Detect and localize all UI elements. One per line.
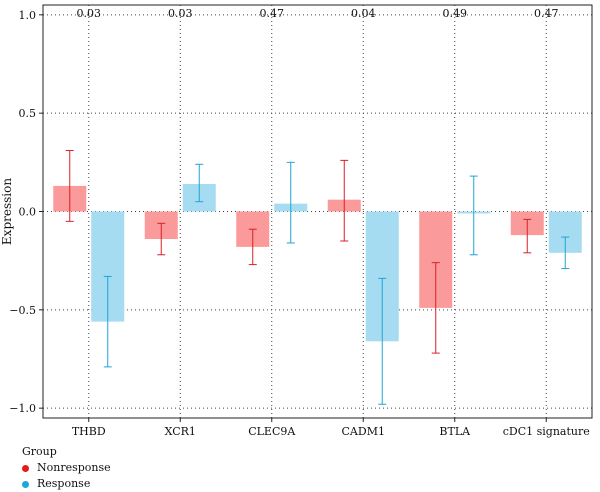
p-value-label: 0.03: [168, 7, 193, 20]
y-tick-label: 1.0: [19, 9, 37, 22]
x-tick-label: XCR1: [165, 425, 196, 438]
chart: −1.0 −0.5 0.0 0.5 1.0 THBD 0.03 XCR1 0.03 CLEC9A 0…: [0, 4, 593, 438]
legend-marker-response: [22, 480, 29, 488]
y-tick-label: 0.0: [19, 206, 37, 219]
legend-item-nonresponse: Nonresponse: [22, 460, 111, 476]
p-value-label: 0.04: [351, 7, 376, 20]
bars-layer: [53, 150, 582, 405]
x-tick-label: CADM1: [342, 425, 385, 438]
p-value-label: 0.47: [260, 7, 285, 20]
y-tick-label: 0.5: [19, 107, 37, 120]
legend-label-response: Response: [37, 477, 91, 490]
y-tick-label: −0.5: [9, 304, 36, 317]
p-value-label: 0.49: [443, 7, 468, 20]
x-tick-label: CLEC9A: [248, 425, 296, 438]
p-value-label: 0.03: [77, 7, 102, 20]
legend: Group Nonresponse Response: [22, 444, 111, 492]
plot-frame: [42, 4, 593, 419]
axis-layer: −1.0 −0.5 0.0 0.5 1.0 THBD 0.03 XCR1 0.03 CLEC9A 0…: [0, 4, 593, 438]
y-axis-label: Expression: [0, 178, 14, 245]
legend-item-response: Response: [22, 476, 111, 492]
grid-layer: [43, 5, 592, 418]
x-tick-label: THBD: [72, 425, 106, 438]
legend-label-nonresponse: Nonresponse: [37, 461, 111, 474]
p-value-label: 0.47: [534, 7, 559, 20]
x-tick-label: cDC1 signature: [503, 425, 590, 438]
y-tick-label: −1.0: [9, 402, 36, 415]
x-tick-label: BTLA: [439, 425, 471, 438]
legend-marker-nonresponse: [22, 464, 29, 472]
legend-title: Group: [22, 445, 57, 458]
